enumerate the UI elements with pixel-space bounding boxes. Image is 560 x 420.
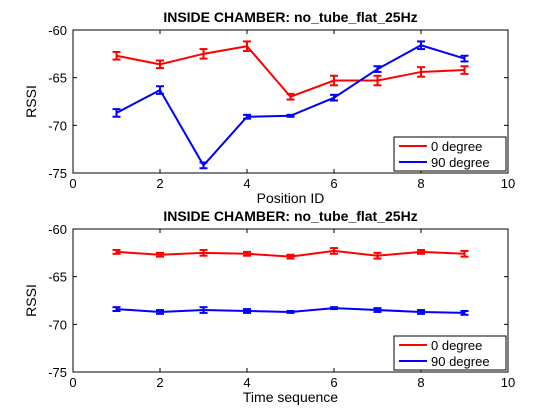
series-1 (112, 247, 469, 260)
error-bar (417, 40, 425, 51)
error-bar (112, 306, 121, 312)
legend-label: 90 degree (431, 155, 490, 170)
error-bar (286, 92, 295, 101)
error-bar (286, 253, 295, 260)
error-bar (243, 40, 251, 52)
error-bar (286, 113, 295, 118)
error-bar (460, 309, 469, 316)
error-bar (156, 59, 164, 70)
series-1 (112, 40, 469, 101)
y-axis-label: RSSI (23, 85, 39, 118)
x-tick-label: 6 (330, 176, 337, 191)
y-tick-label: -75 (48, 365, 67, 380)
legend-label: 0 degree (431, 338, 482, 353)
error-bar (373, 307, 382, 313)
error-bar (156, 251, 164, 258)
error-bar (156, 85, 164, 95)
error-bar (330, 247, 338, 255)
error-bar (243, 308, 251, 314)
y-tick-label: -75 (48, 166, 67, 181)
x-tick-label: 2 (156, 176, 163, 191)
y-axis-label: RSSI (23, 284, 39, 317)
x-tick-label: 0 (69, 176, 76, 191)
error-bar (373, 251, 382, 260)
legend-box (393, 335, 507, 371)
error-bar (199, 306, 208, 314)
plot-area-frame (72, 29, 509, 174)
error-bar (330, 93, 338, 102)
chart-1: 0 2 4 6 8 10 -60 -65 -70 -75 INSIDE CHAMBER: no_tu… (23, 9, 515, 206)
y-tick-label: -65 (48, 270, 67, 285)
chart-2: 0 2 4 6 8 10 -60 -65 -70 -75 INSIDE CHAMBER: no_tu… (23, 208, 515, 405)
x-tick-label: 10 (501, 176, 515, 191)
error-bar (112, 248, 121, 255)
series-line (116, 45, 465, 98)
y-tick-label: -60 (48, 23, 67, 38)
plot-area-frame (72, 228, 509, 373)
error-bar (417, 309, 425, 315)
x-axis-label: Time sequence (243, 389, 338, 405)
chart-title: INSIDE CHAMBER: no_tube_flat_25Hz (163, 208, 417, 224)
error-bar (156, 309, 164, 315)
error-bar (373, 65, 382, 73)
error-bar (199, 248, 208, 257)
y-tick-label: -70 (48, 317, 67, 332)
error-bar (112, 108, 121, 118)
error-bar (243, 250, 251, 257)
legend-label: 90 degree (431, 354, 490, 369)
x-tick-label: 6 (330, 375, 337, 390)
error-bar (417, 66, 425, 78)
x-tick-label: 0 (69, 375, 76, 390)
x-axis-label: Position ID (257, 190, 325, 206)
error-bar (286, 309, 295, 314)
series-2 (112, 40, 469, 170)
error-bar (112, 50, 121, 61)
x-tick-label: 2 (156, 375, 163, 390)
x-tick-label: 8 (417, 176, 424, 191)
x-tick-label: 8 (417, 375, 424, 390)
series-2 (112, 306, 469, 316)
y-tick-label: -60 (48, 222, 67, 237)
x-tick-label: 4 (243, 176, 250, 191)
error-bar (243, 113, 251, 120)
error-bar (373, 74, 382, 87)
chart-title: INSIDE CHAMBER: no_tube_flat_25Hz (163, 9, 417, 25)
error-bar (199, 48, 208, 60)
y-tick-label: -70 (48, 118, 67, 133)
y-tick-label: -65 (48, 71, 67, 86)
error-bar (417, 248, 425, 255)
error-bar (199, 161, 208, 170)
error-bar (460, 65, 469, 75)
error-bar (330, 74, 338, 87)
x-tick-label: 4 (243, 375, 250, 390)
error-bar (460, 249, 469, 258)
legend-label: 0 degree (431, 139, 482, 154)
error-bar (330, 306, 338, 311)
error-bar (460, 54, 469, 63)
x-tick-label: 10 (501, 375, 515, 390)
legend-box (393, 136, 507, 172)
